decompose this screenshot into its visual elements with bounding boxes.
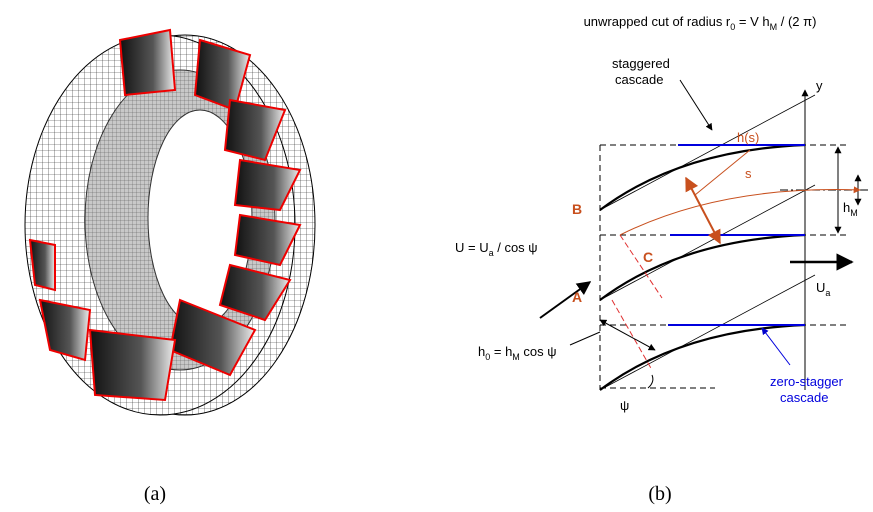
label-u-sub: a	[489, 248, 494, 258]
label-zero-stagger: zero-stagger	[770, 374, 844, 389]
label-ua: U	[816, 280, 825, 295]
label-s: s	[745, 166, 752, 181]
label-h0: = h	[490, 344, 512, 359]
svg-text:hM: hM	[843, 200, 858, 218]
cascade-geometry	[539, 79, 870, 391]
label-h-s: h(s)	[737, 130, 759, 145]
svg-text:h0 = hM cos ψ: h0 = hM cos ψ	[478, 344, 557, 362]
label-a: A	[572, 289, 582, 305]
label-b: B	[572, 201, 582, 217]
label-h0: cos ψ	[520, 344, 557, 359]
title-part: / (2 π)	[777, 14, 816, 29]
title-sub: 0	[730, 22, 735, 32]
label-c: C	[643, 249, 653, 265]
label-hm-sub: M	[850, 208, 858, 218]
label-staggered: staggered	[612, 56, 670, 71]
svg-text:U = Ua / cos ψ: U = Ua / cos ψ	[455, 240, 538, 258]
label-h0: h	[478, 344, 485, 359]
label-cascade: cascade	[615, 72, 663, 87]
caption: (a)	[144, 483, 166, 505]
caption: (b)	[648, 483, 671, 505]
label-h0-sub: M	[512, 352, 520, 362]
label-u: / cos ψ	[494, 240, 538, 255]
title-part: = V h	[735, 14, 769, 29]
label-psi: ψ	[620, 398, 629, 413]
label-hm: h	[843, 200, 850, 215]
title-part: unwrapped cut of radius r	[584, 14, 731, 29]
labels: staggered cascade y h(s) s hM B C A U = …	[455, 56, 858, 413]
title: unwrapped cut of radius r0 = V hM / (2 π…	[584, 14, 817, 32]
title-sub: M	[770, 22, 778, 32]
label-ua-sub: a	[825, 288, 830, 298]
label-u: U = U	[455, 240, 489, 255]
label-h0-sub: 0	[485, 352, 490, 362]
svg-text:Ua: Ua	[816, 280, 830, 298]
turbine-illustration	[24, 28, 316, 416]
label-zero-cascade: cascade	[780, 390, 828, 405]
label-y: y	[816, 78, 823, 93]
